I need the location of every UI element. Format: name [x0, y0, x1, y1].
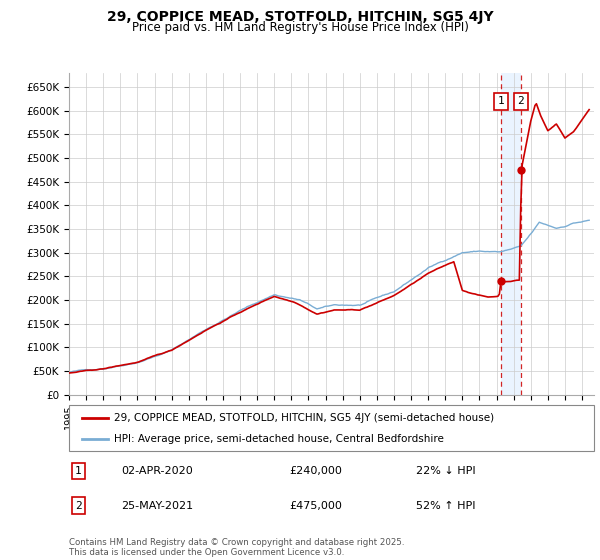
- Text: 22% ↓ HPI: 22% ↓ HPI: [415, 466, 475, 476]
- Text: 25-MAY-2021: 25-MAY-2021: [121, 501, 194, 511]
- Text: 29, COPPICE MEAD, STOTFOLD, HITCHIN, SG5 4JY (semi-detached house): 29, COPPICE MEAD, STOTFOLD, HITCHIN, SG5…: [113, 413, 494, 423]
- Text: Price paid vs. HM Land Registry's House Price Index (HPI): Price paid vs. HM Land Registry's House …: [131, 21, 469, 34]
- Text: HPI: Average price, semi-detached house, Central Bedfordshire: HPI: Average price, semi-detached house,…: [113, 435, 443, 444]
- Text: 52% ↑ HPI: 52% ↑ HPI: [415, 501, 475, 511]
- Text: 1: 1: [75, 466, 82, 476]
- Text: £475,000: £475,000: [290, 501, 343, 511]
- Text: 2: 2: [75, 501, 82, 511]
- Text: 2: 2: [517, 96, 524, 106]
- FancyBboxPatch shape: [69, 405, 594, 451]
- Bar: [501, 73, 521, 395]
- Text: Contains HM Land Registry data © Crown copyright and database right 2025.
This d: Contains HM Land Registry data © Crown c…: [69, 538, 404, 557]
- Text: 29, COPPICE MEAD, STOTFOLD, HITCHIN, SG5 4JY: 29, COPPICE MEAD, STOTFOLD, HITCHIN, SG5…: [107, 10, 493, 24]
- Text: 1: 1: [497, 96, 504, 106]
- Text: 02-APR-2020: 02-APR-2020: [121, 466, 193, 476]
- Text: £240,000: £240,000: [290, 466, 343, 476]
